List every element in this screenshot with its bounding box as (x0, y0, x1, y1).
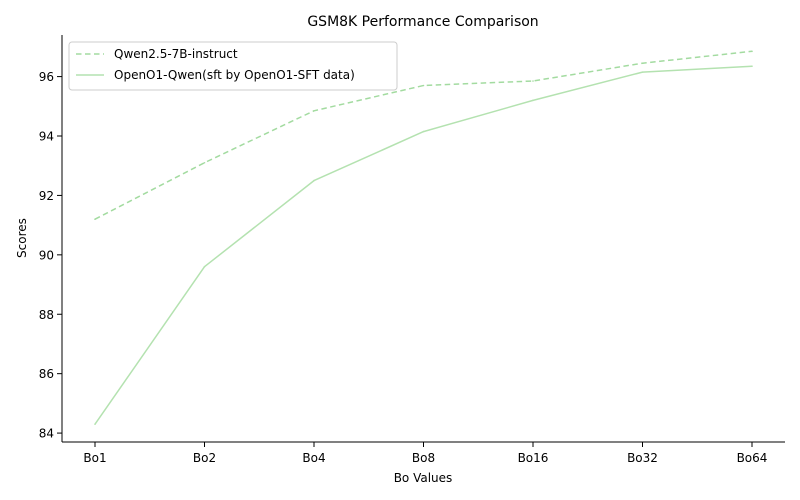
x-tick-label: Bo16 (518, 451, 549, 465)
y-tick-label: 86 (39, 367, 54, 381)
chart-title: GSM8K Performance Comparison (307, 14, 538, 30)
x-tick-label: Bo4 (302, 451, 325, 465)
series-1-point (422, 130, 425, 133)
series-0-point (94, 218, 96, 220)
series-0-point (422, 84, 425, 87)
series-1-point (313, 179, 315, 182)
series-0-point (532, 80, 534, 82)
x-tick-label: Bo32 (627, 451, 658, 465)
x-tick-label: Bo2 (193, 451, 216, 465)
series-1-point (532, 99, 534, 102)
series-line-1 (94, 65, 753, 425)
y-tick-label: 90 (39, 248, 54, 262)
y-tick-label: 94 (39, 130, 54, 144)
x-axis-label: Bo Values (394, 471, 453, 485)
series-0-point (313, 109, 315, 112)
series-0-point (751, 50, 753, 53)
x-tick-label: Bo64 (737, 451, 768, 465)
legend-label-openo1: OpenO1-Qwen(sft by OpenO1-SFT data) (114, 68, 355, 82)
y-tick-label: 84 (39, 427, 54, 441)
series-1-point (751, 65, 753, 67)
y-axis-label: Scores (15, 218, 29, 258)
series-0-point (641, 62, 644, 65)
legend-box (68, 41, 398, 91)
y-tick-label: 92 (39, 189, 54, 203)
legend: Qwen2.5-7B-instruct OpenO1-Qwen(sft by O… (68, 41, 398, 91)
series-1-point (94, 423, 96, 425)
x-tick-label: Bo1 (83, 451, 106, 465)
series-1-point (203, 265, 206, 268)
x-tick-label: Bo8 (412, 451, 435, 465)
series-1-point (641, 71, 644, 73)
series-layer (94, 50, 753, 425)
y-axis-ticks: 84 86 88 90 92 94 96 (39, 70, 62, 441)
series-0-point (203, 161, 206, 164)
legend-label-qwen: Qwen2.5-7B-instruct (114, 47, 238, 61)
y-tick-label: 88 (39, 308, 54, 322)
y-tick-label: 96 (39, 70, 54, 84)
x-axis-ticks: Bo1 Bo2 Bo4 Bo8 Bo16 Bo32 Bo64 (83, 442, 767, 465)
